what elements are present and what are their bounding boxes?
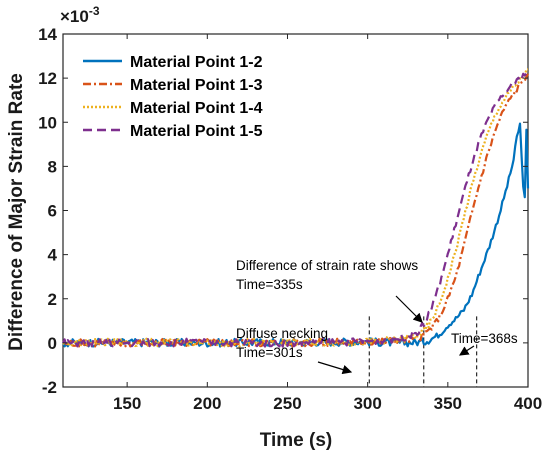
x-tick-label-4: 350 — [434, 394, 462, 413]
legend-label-2: Material Point 1-3 — [130, 77, 263, 94]
x-tick-label-2: 250 — [273, 394, 301, 413]
y-tick-label-0: -2 — [42, 378, 57, 397]
legend-entry-1: Material Point 1-2 — [83, 54, 263, 71]
annotation-diffuse-necking: Diffuse necking — [236, 326, 328, 341]
series-line-4 — [61, 70, 529, 348]
x-tick-label-0: 150 — [113, 394, 141, 413]
annotation-arrow-368 — [458, 345, 475, 356]
x-tick-label-1: 200 — [193, 394, 221, 413]
legend: Material Point 1-2 Material Point 1-3 Ma… — [83, 54, 263, 140]
y-tick-label-3: 4 — [48, 246, 58, 265]
annotation-time-335: Time=335s — [236, 277, 303, 292]
y-tick-label-2: 2 — [48, 290, 57, 309]
annotation-arrow-335 — [395, 295, 423, 323]
legend-entry-4: Material Point 1-5 — [83, 123, 263, 140]
y-tick-label-1: 0 — [48, 334, 57, 353]
y-tick-label-8: 14 — [38, 25, 57, 44]
x-tick-label-5: 400 — [514, 394, 542, 413]
y-tick-label-7: 12 — [38, 69, 57, 88]
series-layer — [61, 68, 530, 348]
annotation-time-301: Time=301s — [236, 345, 303, 360]
legend-label-1: Material Point 1-2 — [130, 54, 263, 71]
y-multiplier-label: ×10-3 — [60, 4, 100, 26]
y-tick-label-4: 6 — [48, 202, 57, 221]
y-axis-label: Difference of Major Strain Rate — [6, 73, 27, 351]
legend-label-3: Material Point 1-4 — [130, 100, 263, 117]
legend-entry-3: Material Point 1-4 — [83, 100, 263, 117]
y-exponent: -3 — [89, 4, 100, 18]
y-tick-label-5: 8 — [48, 157, 57, 176]
annotation-time-368: Time=368s — [451, 331, 518, 346]
legend-entry-2: Material Point 1-3 — [83, 77, 263, 94]
x-axis-label: Time (s) — [260, 430, 333, 451]
x-tick-label-3: 300 — [353, 394, 381, 413]
vertical-marker-lines — [368, 316, 478, 387]
annotation-arrow-301 — [317, 361, 353, 375]
annotation-strain-rate-shows: Difference of strain rate shows — [236, 258, 418, 273]
series-line-3 — [62, 68, 529, 348]
tick-layer: 150 200 250 300 350 400 -2 0 2 4 6 8 10 12 14 — [38, 25, 542, 413]
annotation-layer: Difference of strain rate shows Time=335… — [236, 258, 518, 375]
y-tick-label-6: 10 — [38, 113, 57, 132]
legend-label-4: Material Point 1-5 — [130, 123, 263, 140]
